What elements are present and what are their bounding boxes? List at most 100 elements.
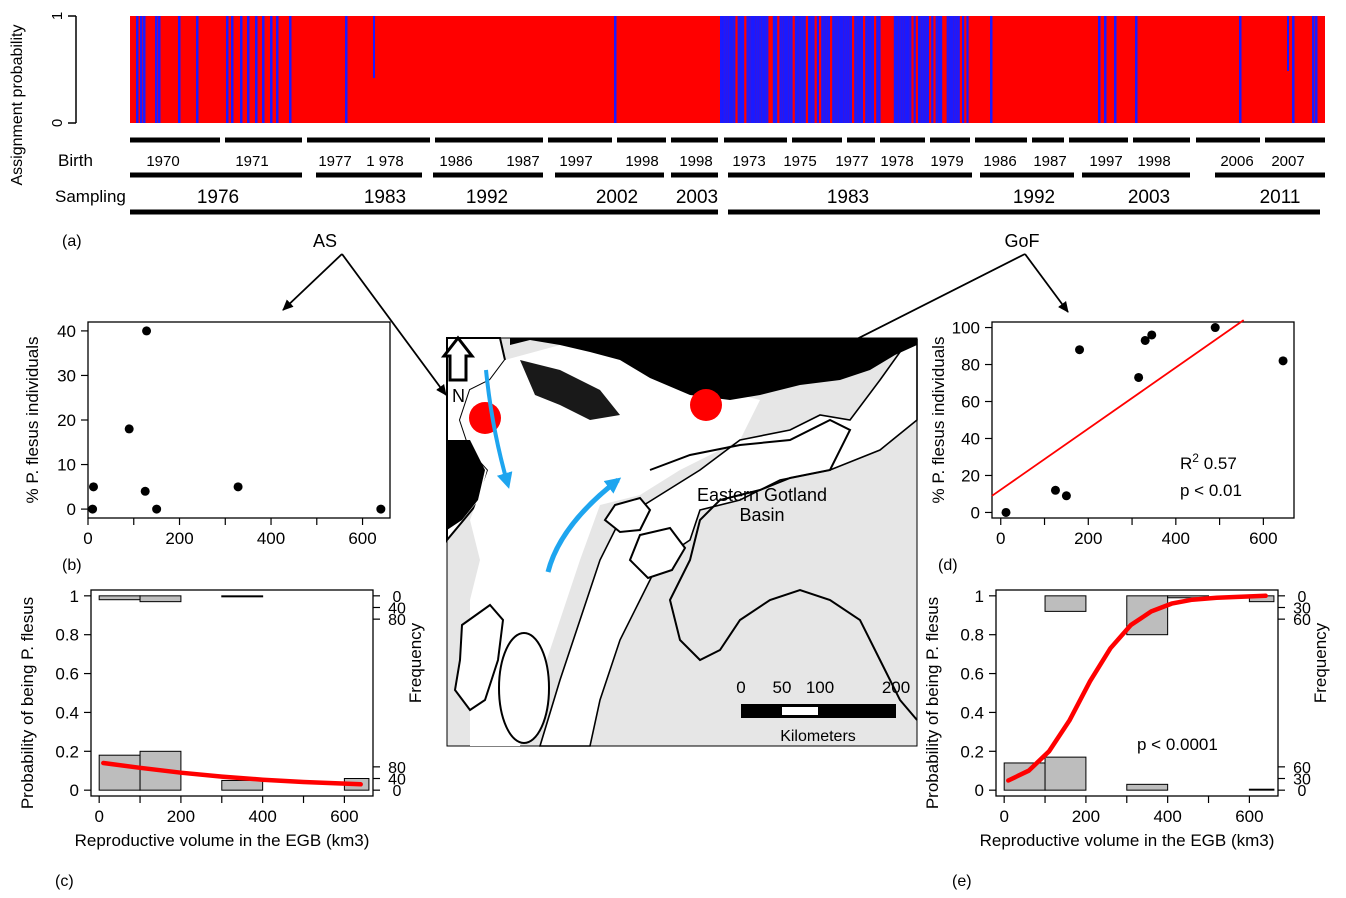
y-tick-label: 0.8 — [960, 626, 984, 645]
x-tick-label: 600 — [1235, 807, 1263, 826]
y-tick-label: 0 — [67, 500, 76, 519]
structure-blue-bar — [801, 16, 804, 123]
right-tick-label: 0 — [1298, 589, 1307, 606]
structure-blue-bar — [775, 16, 778, 123]
structure-blue-bar — [825, 16, 828, 123]
sampling-label: Sampling — [55, 187, 126, 206]
y-tick-label: 10 — [57, 456, 76, 475]
x-tick-label: 200 — [167, 807, 195, 826]
structure-blue-bar — [1135, 16, 1138, 123]
structure-blue-bar — [788, 16, 791, 123]
map-open-water-east — [538, 338, 918, 747]
scatter-point — [140, 486, 150, 496]
structure-blue-bar — [276, 16, 279, 123]
histogram-bar — [1044, 756, 1087, 791]
birth-year: 1986 — [439, 153, 472, 170]
structure-blue-bar — [136, 16, 139, 123]
structure-blue-bar — [728, 16, 731, 123]
basin-label-line2: Basin — [739, 505, 784, 525]
basin-label-line1: Eastern Gotland — [697, 485, 827, 505]
structure-blue-bar — [913, 16, 916, 123]
structure-blue-bar — [953, 16, 956, 123]
structure-segment-bars — [130, 137, 1325, 215]
structure-blue-bar — [1292, 16, 1295, 123]
y-tick-label: 0.6 — [960, 665, 984, 684]
panel-label-b: (b) — [62, 557, 82, 574]
x-tick-label: 0 — [999, 807, 1008, 826]
structure-blue-bar — [143, 16, 146, 123]
sampling-year: 1992 — [1013, 187, 1055, 208]
scatter-point — [1210, 323, 1220, 333]
structure-blue-bar — [155, 16, 158, 123]
histogram-bar — [1003, 762, 1046, 791]
scale-tick: 0 — [736, 678, 745, 697]
current-arrow-north — [545, 477, 622, 573]
structure-blue-bars — [136, 16, 1318, 123]
structure-blue-bar — [373, 16, 375, 78]
sampling-year: 1976 — [197, 187, 239, 208]
y-tick-label: 0 — [70, 781, 79, 800]
x-tick-label: 600 — [348, 529, 376, 548]
structure-blue-bar — [794, 16, 797, 123]
birth-year: 2007 — [1271, 153, 1304, 170]
structure-blue-bar — [781, 16, 784, 123]
structure-blue-bar — [867, 16, 870, 123]
north-arrow-icon — [440, 335, 476, 382]
structure-blue-bar — [957, 16, 960, 123]
scatter-point — [1140, 335, 1150, 345]
structure-blue-bar — [270, 16, 273, 123]
structure-blue-bar — [904, 16, 907, 123]
structure-blue-bar — [893, 16, 896, 123]
birth-year: 1998 — [679, 153, 712, 170]
structure-blue-bar — [836, 16, 839, 123]
plot-frame — [991, 321, 1295, 519]
structure-plot: Assignment probability 1 0 Birth Samplin… — [9, 12, 1325, 215]
structure-blue-bar — [1315, 16, 1318, 123]
map-island-saaremaa — [628, 526, 687, 580]
p-value-annotation: p < 0.0001 — [1137, 735, 1218, 754]
structure-blue-bar — [755, 16, 758, 123]
y-tick-label: 100 — [952, 319, 980, 338]
birth-year: 1978 — [880, 153, 913, 170]
scale-bar: 0 50 100 200 Kilometers — [736, 678, 910, 745]
structure-blue-bar — [898, 16, 901, 123]
right-tick-label: 80 — [388, 612, 406, 629]
structure-blue-bar — [720, 16, 723, 123]
structure-blue-bar — [858, 16, 861, 123]
structure-blue-bar — [345, 16, 348, 123]
structure-blue-bar — [733, 16, 736, 123]
structure-blue-bar — [902, 16, 905, 123]
scatter-point — [152, 504, 162, 514]
structure-blue-bar — [766, 16, 769, 123]
map-island-gotland — [453, 603, 505, 712]
scale-tick: 100 — [806, 678, 834, 697]
structure-blue-bar — [990, 16, 993, 123]
structure-blue-bar — [1098, 16, 1101, 123]
histogram-bar — [98, 595, 141, 601]
birth-year: 1977 — [835, 153, 868, 170]
scatter-point — [376, 504, 386, 514]
structure-blue-bar — [764, 16, 767, 123]
structure-blue-bar — [757, 16, 760, 123]
y-tick-label: 0 — [975, 781, 984, 800]
structure-blue-bar — [742, 16, 745, 123]
x-axis-label: Reproductive volume in the EGB (km3) — [75, 831, 370, 850]
structure-blue-bar — [748, 16, 751, 123]
scatter-point — [142, 326, 152, 336]
birth-year: 1986 — [983, 153, 1016, 170]
structure-blue-bar — [841, 16, 844, 123]
sampling-year: 2003 — [1128, 187, 1170, 208]
structure-blue-bar — [838, 16, 841, 123]
structure-blue-bar — [255, 16, 258, 123]
birth-year: 1997 — [559, 153, 592, 170]
structure-blue-bar — [1114, 16, 1117, 123]
scatter-point — [1075, 345, 1085, 355]
sampling-year: 1983 — [827, 187, 869, 208]
right-axis-label: Frequency — [406, 622, 425, 703]
structure-blue-bar — [816, 16, 819, 123]
sampling-year: 2011 — [1260, 187, 1301, 208]
structure-blue-bar — [803, 16, 806, 123]
right-tick-label: 40 — [388, 772, 406, 789]
birth-year: 1998 — [625, 153, 658, 170]
